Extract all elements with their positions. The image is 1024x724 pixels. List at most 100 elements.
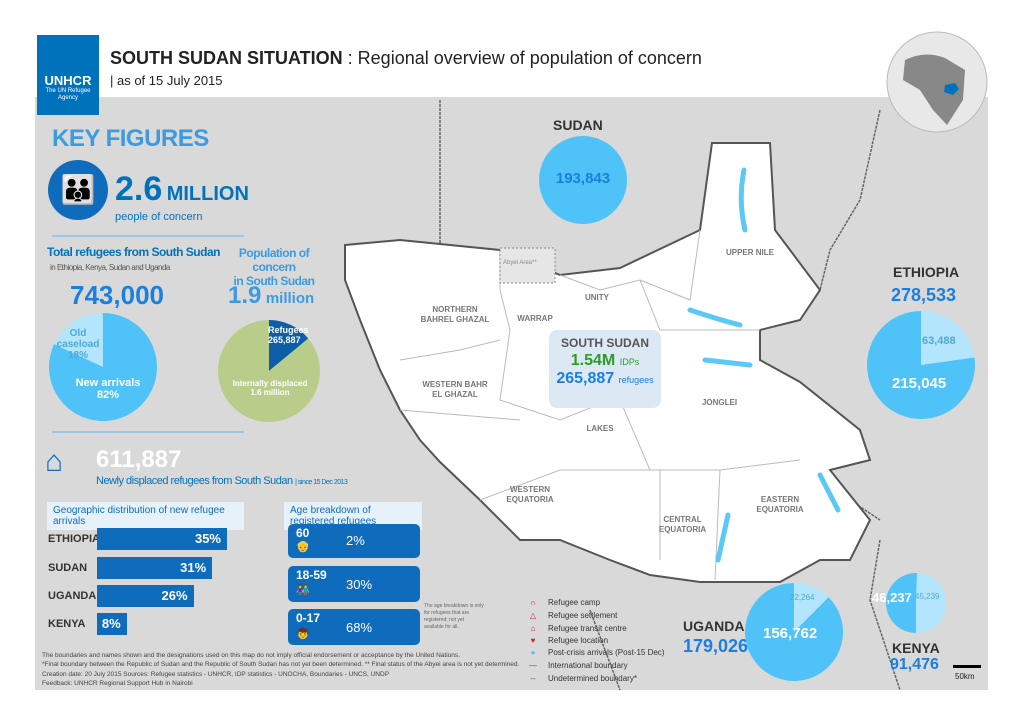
state-unity: UNITY bbox=[585, 293, 609, 302]
camp-icon: ∩ bbox=[530, 598, 536, 607]
poc-unit: million bbox=[265, 290, 315, 307]
refugees-slice-label: Refugees 265,887 bbox=[268, 325, 309, 345]
elderly-icon: 👴 bbox=[296, 541, 310, 553]
ss-idps-value: 1.54M bbox=[570, 352, 616, 369]
legend-label: Refugee camp bbox=[548, 598, 601, 607]
slice-label: New arrivals bbox=[75, 377, 141, 389]
bar-category-label: UGANDA bbox=[48, 590, 97, 602]
kenya-pre-value: 45,239 bbox=[915, 592, 940, 601]
state-lakes: LAKES bbox=[586, 424, 614, 433]
uganda-pre-value: 22,264 bbox=[790, 593, 815, 602]
state-upper-nile: UPPER NILE bbox=[725, 248, 774, 257]
uganda-label: UGANDA bbox=[683, 618, 745, 634]
old-caseload-label: Old caseload 18% bbox=[48, 328, 108, 361]
legend-label: Refugee transit centre bbox=[548, 624, 627, 633]
nd-since: | since 15 Dec 2013 bbox=[295, 479, 348, 486]
uganda-pie bbox=[745, 583, 843, 681]
age-range: 18-59 bbox=[296, 568, 327, 582]
bar-kenya: 8% bbox=[97, 613, 127, 635]
kenya-value: 91,476 bbox=[890, 656, 939, 673]
pie-slice-refugees bbox=[269, 320, 309, 371]
age-range: 60 bbox=[296, 526, 310, 540]
ethiopia-pie bbox=[867, 311, 975, 419]
ethiopia-label: ETHIOPIA bbox=[893, 264, 960, 280]
state-warrap: WARRAP bbox=[517, 314, 553, 323]
legend-label: Refugee location bbox=[548, 636, 609, 645]
state-western-equatoria: WESTERN EQUATORIA bbox=[506, 485, 554, 504]
unhcr-logo: UNHCR The UN Refugee Agency bbox=[37, 35, 99, 115]
arrow-to-kenya bbox=[817, 472, 841, 513]
legend-transit: ⌂ Refugee transit centre bbox=[528, 624, 627, 633]
arrow-to-sudan bbox=[738, 167, 748, 233]
kenya-label: KENYA bbox=[892, 640, 940, 656]
divider bbox=[52, 235, 244, 237]
ss-idps-label: IDPs bbox=[619, 357, 640, 367]
poc-pie bbox=[218, 320, 320, 422]
sudan-label: SUDAN bbox=[553, 117, 603, 133]
pie-slice-pre-crisis bbox=[921, 311, 975, 365]
arrow-to-ethiopia-1 bbox=[687, 307, 743, 328]
divider bbox=[52, 431, 244, 433]
poc-title-2: in South Sudan bbox=[233, 274, 316, 288]
age-row-0-17: 0-17 👦 68% bbox=[288, 609, 420, 645]
scale-label: 50km bbox=[955, 672, 975, 681]
footer-disclaimer: The boundaries and names shown and the d… bbox=[42, 652, 460, 659]
legend-label: International boundary bbox=[548, 661, 628, 670]
uganda-post-value: 156,762 bbox=[763, 625, 818, 642]
ss-name: SOUTH SUDAN bbox=[560, 336, 649, 350]
kenya-post-value: 46,237 bbox=[872, 590, 912, 605]
people-of-concern-figure: 2.6 MILLION bbox=[115, 170, 249, 209]
pie-slice-new-arrivals bbox=[49, 313, 158, 421]
geo-distribution-heading: Geographic distribution of new refugee a… bbox=[47, 502, 244, 530]
footer-feedback: Feedback: UNHCR Regional Support Hub in … bbox=[42, 680, 193, 687]
slice-label: Refugees bbox=[268, 325, 309, 335]
abyei-label: Abyei Area** bbox=[503, 260, 537, 266]
bar-category-label: ETHIOPIA bbox=[48, 533, 100, 545]
bar-category-label: KENYA bbox=[48, 618, 86, 630]
legend-undetermined-boundary: -- Undetermined boundary* bbox=[528, 674, 637, 683]
poc-title: Population of concern in South Sudan bbox=[218, 246, 330, 288]
slice-value: 18% bbox=[67, 350, 88, 361]
people-value: 2.6 bbox=[115, 170, 163, 208]
bar-category-label: SUDAN bbox=[48, 562, 88, 574]
bar-sudan: 31% bbox=[97, 557, 213, 579]
age-range: 0-17 bbox=[296, 611, 321, 625]
total-refugees-value: 743,000 bbox=[70, 280, 164, 310]
age-note: The age breakdown is only for refugees t… bbox=[424, 603, 484, 630]
state-eastern-equatoria: EASTERN EQUATORIA bbox=[756, 495, 804, 514]
legend-label: Undetermined boundary* bbox=[548, 674, 637, 683]
transit-centre-icon: ⌂ bbox=[530, 624, 536, 633]
legend-arrivals: ● Post-crisis arrivals (Post-15 Dec) bbox=[528, 648, 665, 657]
ethiopia-value: 278,533 bbox=[891, 285, 957, 305]
boundary-line-icon: — bbox=[529, 661, 537, 670]
state-central-equatoria: CENTRAL EQUATORIA bbox=[658, 515, 707, 534]
poc-title-1: Population of concern bbox=[238, 246, 310, 274]
state-jonglei: JONGLEI bbox=[701, 398, 738, 407]
legend-intl-boundary: — International boundary bbox=[528, 661, 628, 670]
slice-value: 1.6 million bbox=[250, 388, 290, 397]
legend-label: Refugee settlement bbox=[548, 611, 618, 620]
footer-creation: Creation date: 20 July 2015 Sources: Ref… bbox=[42, 671, 390, 678]
uganda-value: 179,026 bbox=[683, 636, 749, 656]
legend-label: Post-crisis arrivals (Post-15 Dec) bbox=[548, 648, 665, 657]
newly-displaced-label: Newly displaced refugees from South Suda… bbox=[96, 475, 348, 487]
family-icon: 👪 bbox=[48, 160, 108, 220]
logo-name: UNHCR bbox=[44, 73, 92, 88]
legend-location: ♥ Refugee location bbox=[528, 636, 608, 645]
arrow-to-uganda bbox=[715, 512, 731, 563]
legend-camp: ∩ Refugee camp bbox=[528, 598, 600, 607]
bar-uganda: 26% bbox=[97, 585, 194, 607]
slice-label: Old caseload bbox=[56, 328, 100, 350]
page-title: SOUTH SUDAN SITUATION : Regional overvie… bbox=[110, 48, 702, 69]
logo-tagline: The UN Refugee Agency bbox=[45, 88, 91, 101]
age-row-60: 60 👴 2% bbox=[288, 524, 420, 558]
sudan-pie bbox=[539, 136, 627, 224]
slice-value: 265,887 bbox=[268, 335, 301, 345]
kenya-pie bbox=[886, 573, 947, 633]
slice-label: Internally displaced bbox=[232, 379, 308, 388]
pie-slice-pre-crisis bbox=[794, 583, 829, 632]
arrow-to-ethiopia-2 bbox=[702, 357, 753, 368]
state-northern-bahr-el-ghazal: NORTHERN BAHREL GHAZAL bbox=[420, 305, 490, 324]
footer-note: *Final boundary between the Republic of … bbox=[42, 661, 520, 668]
